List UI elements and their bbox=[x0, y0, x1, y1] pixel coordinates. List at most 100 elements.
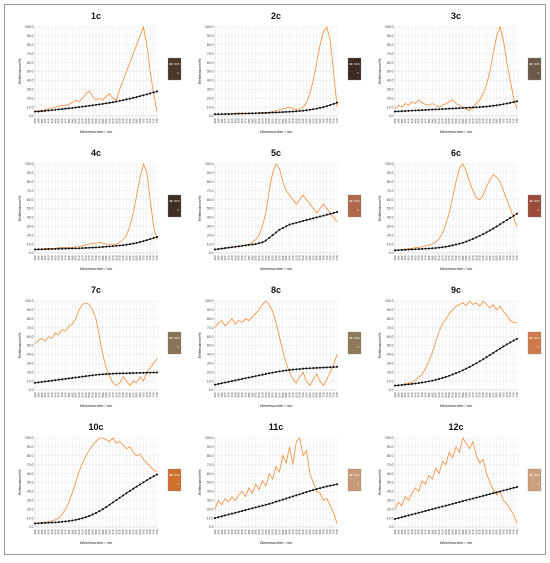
x-tick-label: 610 bbox=[471, 255, 475, 260]
x-tick-label: 650 bbox=[305, 529, 309, 534]
x-tick-label: 460 bbox=[420, 118, 424, 123]
data-point bbox=[61, 247, 64, 250]
orange-series-line bbox=[395, 163, 518, 251]
legend-label: NCS bbox=[534, 62, 540, 66]
data-point bbox=[91, 246, 94, 249]
x-tick-label: 630 bbox=[298, 529, 302, 534]
y-tick-label: 100.0 bbox=[205, 25, 214, 29]
data-point bbox=[271, 371, 274, 374]
data-point bbox=[502, 221, 505, 224]
x-tick-label: 490 bbox=[250, 118, 254, 123]
data-point bbox=[33, 248, 37, 251]
x-tick-label: 640 bbox=[481, 118, 485, 123]
data-point bbox=[149, 238, 152, 241]
data-point bbox=[492, 227, 495, 230]
data-point bbox=[274, 111, 278, 114]
x-tick-label: 400 bbox=[400, 392, 404, 397]
data-point bbox=[332, 102, 335, 105]
x-tick-label: 520 bbox=[260, 118, 264, 123]
x-tick-label: 510 bbox=[257, 255, 261, 260]
x-tick-label: 400 bbox=[400, 255, 404, 260]
x-tick-label: 600 bbox=[468, 255, 472, 260]
data-point bbox=[64, 377, 67, 380]
data-point bbox=[512, 486, 515, 489]
x-axis-label: Wavenumber / nm bbox=[80, 129, 113, 134]
x-tick-label: 430 bbox=[230, 529, 234, 534]
x-tick-label: 520 bbox=[260, 529, 264, 534]
x-tick-label: 690 bbox=[318, 255, 322, 260]
data-point bbox=[241, 377, 244, 381]
x-tick-label: 670 bbox=[491, 255, 495, 260]
data-point bbox=[288, 496, 291, 499]
data-point bbox=[274, 500, 278, 503]
data-point bbox=[312, 217, 315, 220]
x-tick-label: 560 bbox=[454, 529, 458, 534]
x-tick-label: 710 bbox=[325, 529, 329, 534]
chart-panel-11c: 11c 0.0 10.0 20.0 30.0 40.0 50.0 60.0 70.0 80.0 90… bbox=[197, 422, 362, 545]
y-tick-label: 70.0 bbox=[27, 326, 34, 330]
data-point bbox=[237, 510, 240, 513]
x-tick-label: 450 bbox=[237, 118, 241, 123]
data-point bbox=[115, 244, 118, 247]
x-tick-label: 380 bbox=[213, 392, 217, 397]
data-point bbox=[217, 113, 220, 116]
y-tick-label: 0.0 bbox=[29, 388, 34, 392]
data-point bbox=[298, 109, 301, 113]
data-point bbox=[417, 382, 420, 385]
data-point bbox=[61, 108, 64, 111]
orange-series-line bbox=[214, 300, 338, 387]
x-tick-label: 660 bbox=[308, 529, 312, 534]
x-tick-label: 610 bbox=[111, 255, 115, 260]
data-point bbox=[268, 111, 271, 114]
data-point bbox=[438, 108, 441, 111]
data-point bbox=[475, 362, 478, 365]
y-axis-label: Reflectance/% bbox=[17, 195, 22, 221]
chart-panel-12c: 12c 0.0 10.0 20.0 30.0 40.0 50.0 60.0 70.0 80.0 90… bbox=[377, 422, 542, 545]
data-point bbox=[515, 212, 519, 215]
x-axis-label: Wavenumber / nm bbox=[260, 129, 293, 134]
x-tick-label: 420 bbox=[47, 529, 51, 534]
x-tick-label: 740 bbox=[515, 529, 519, 534]
x-tick-label: 740 bbox=[335, 529, 339, 534]
x-tick-label: 560 bbox=[274, 118, 278, 123]
x-tick-label: 550 bbox=[91, 255, 95, 260]
x-tick-label: 620 bbox=[114, 529, 118, 534]
x-tick-label: 450 bbox=[57, 529, 61, 534]
x-tick-label: 450 bbox=[417, 392, 421, 397]
x-tick-label: 390 bbox=[216, 392, 220, 397]
x-tick-label: 440 bbox=[233, 255, 237, 260]
x-tick-label: 580 bbox=[281, 118, 285, 123]
data-point bbox=[145, 371, 148, 374]
data-point bbox=[57, 521, 60, 524]
x-tick-label: 390 bbox=[216, 529, 220, 534]
data-point bbox=[322, 366, 325, 369]
chart-panel-2c: 2c 0.0 10.0 20.0 30.0 40.0 50.0 60.0 70.0 80.0 90.… bbox=[197, 11, 362, 134]
data-point bbox=[152, 236, 155, 240]
legend-tick-marker bbox=[536, 71, 540, 75]
x-tick-label: 420 bbox=[407, 255, 411, 260]
x-tick-label: 460 bbox=[240, 529, 244, 534]
data-point bbox=[37, 248, 40, 251]
data-point bbox=[125, 492, 128, 495]
data-point bbox=[325, 213, 328, 216]
y-tick-label: 100.0 bbox=[25, 436, 34, 440]
data-point bbox=[329, 484, 332, 487]
orange-series-line bbox=[395, 300, 517, 386]
data-point bbox=[278, 499, 281, 502]
data-point bbox=[495, 349, 498, 352]
x-tick-label: 670 bbox=[491, 529, 495, 534]
data-point bbox=[122, 494, 125, 497]
data-point bbox=[332, 483, 335, 487]
chart-title: 1c bbox=[91, 11, 101, 21]
data-point bbox=[421, 247, 424, 250]
x-tick-label: 410 bbox=[223, 392, 227, 397]
data-point bbox=[308, 367, 311, 370]
x-tick-label: 560 bbox=[454, 118, 458, 123]
x-tick-label: 480 bbox=[247, 255, 251, 260]
data-point bbox=[468, 239, 471, 242]
data-point bbox=[111, 501, 114, 504]
x-tick-label: 590 bbox=[104, 255, 108, 260]
x-tick-label: 430 bbox=[50, 392, 54, 397]
legend-tick-marker bbox=[356, 71, 360, 75]
x-tick-label: 520 bbox=[440, 118, 444, 123]
